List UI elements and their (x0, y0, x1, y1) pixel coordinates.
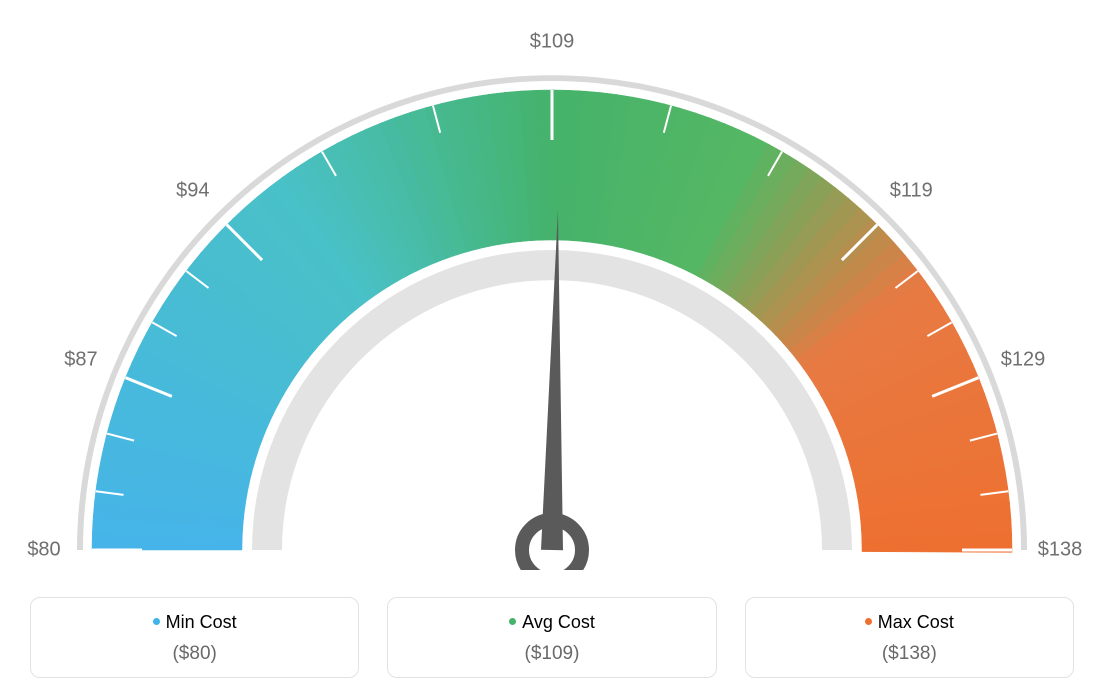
legend-value-max: ($138) (756, 643, 1063, 665)
dot-icon (865, 618, 872, 625)
tick-label: $138 (1038, 539, 1083, 562)
dot-icon (153, 618, 160, 625)
legend-card-avg: Avg Cost ($109) (387, 597, 716, 678)
gauge-svg (0, 0, 1104, 570)
legend-value-min: ($80) (41, 643, 348, 665)
chart-container: $80 $87 $94 $109 $119 $129 $138 Min Cost ($80)… (0, 0, 1104, 690)
legend-card-min: Min Cost ($80) (30, 597, 359, 678)
legend-row: Min Cost ($80) Avg Cost ($109) Max Cost … (0, 597, 1104, 678)
tick-label: $129 (1001, 348, 1046, 371)
legend-title-text: Avg Cost (522, 612, 595, 632)
tick-label: $94 (176, 179, 209, 202)
legend-value-avg: ($109) (398, 643, 705, 665)
legend-title-avg: Avg Cost (398, 612, 705, 633)
dot-icon (509, 618, 516, 625)
tick-label: $119 (890, 179, 933, 202)
tick-label: $109 (530, 31, 575, 54)
legend-title-max: Max Cost (756, 612, 1063, 633)
gauge-area: $80 $87 $94 $109 $119 $129 $138 (0, 0, 1104, 570)
tick-label: $80 (27, 539, 60, 562)
legend-title-min: Min Cost (41, 612, 348, 633)
tick-label: $87 (64, 348, 97, 371)
legend-title-text: Max Cost (878, 612, 954, 632)
legend-title-text: Min Cost (166, 612, 237, 632)
legend-card-max: Max Cost ($138) (745, 597, 1074, 678)
